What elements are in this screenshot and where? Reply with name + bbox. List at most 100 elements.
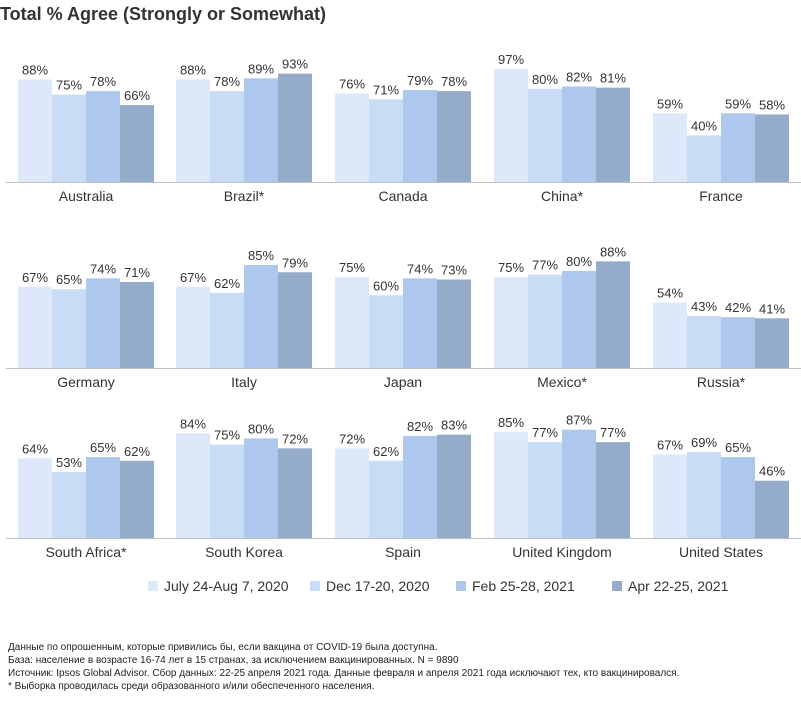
category-label: Germany: [57, 374, 115, 390]
data-label: 62%: [214, 276, 240, 291]
category-label: Italy: [231, 374, 257, 390]
bar: [176, 433, 210, 538]
bar: [653, 454, 687, 538]
bar: [528, 274, 562, 368]
bar: [120, 105, 154, 182]
data-label: 65%: [725, 440, 751, 455]
data-label: 71%: [124, 265, 150, 280]
data-label: 67%: [657, 438, 683, 453]
data-label: 89%: [248, 61, 274, 76]
data-label: 83%: [441, 418, 467, 433]
footnote-base: База: население в возрасте 16-74 лет в 1…: [8, 655, 459, 666]
category-label: Brazil*: [224, 188, 265, 204]
bar: [176, 79, 210, 182]
legend-item: Dec 17-20, 2020: [310, 578, 456, 594]
data-label: 77%: [532, 425, 558, 440]
bar: [86, 457, 120, 538]
bar: [755, 114, 789, 182]
data-label: 81%: [600, 71, 626, 86]
bar: [721, 457, 755, 538]
bar: [369, 295, 403, 368]
bar: [335, 448, 369, 538]
category-label: Japan: [384, 374, 422, 390]
data-label: 71%: [373, 82, 399, 97]
bar: [494, 432, 528, 538]
data-label: 80%: [532, 72, 558, 87]
legend-label: Feb 25-28, 2021: [472, 578, 575, 594]
legend-item: Feb 25-28, 2021: [456, 578, 612, 594]
data-label: 74%: [407, 261, 433, 276]
bar: [596, 261, 630, 368]
data-label: 75%: [339, 260, 365, 275]
bar: [18, 286, 52, 368]
bar: [52, 289, 86, 368]
category-label: United Kingdom: [512, 544, 612, 560]
bar: [244, 438, 278, 538]
category-label: South Korea: [205, 544, 283, 560]
bar: [403, 278, 437, 368]
data-label: 69%: [691, 435, 717, 450]
bar-chart: 88% 75% 78% 66% Australia 88% 78% 89% 93% Brazil*…: [6, 52, 801, 560]
legend-swatch: [310, 581, 320, 591]
data-label: 75%: [214, 428, 240, 443]
category-label: Mexico*: [537, 374, 587, 390]
data-label: 65%: [90, 440, 116, 455]
bar: [596, 87, 630, 182]
bar: [687, 135, 721, 182]
footnote-sample: * Выборка проводилась среди образованног…: [8, 681, 375, 692]
bar: [369, 460, 403, 538]
bar: [437, 434, 471, 538]
data-label: 76%: [339, 76, 365, 91]
data-label: 73%: [441, 263, 467, 278]
data-label: 72%: [282, 431, 308, 446]
data-label: 72%: [339, 431, 365, 446]
bar: [176, 286, 210, 368]
legend-item: Apr 22-25, 2021: [612, 578, 728, 594]
bar: [494, 277, 528, 368]
data-label: 66%: [124, 88, 150, 103]
data-label: 78%: [441, 74, 467, 89]
legend-label: July 24-Aug 7, 2020: [164, 578, 289, 594]
bar: [755, 480, 789, 538]
data-label: 78%: [214, 74, 240, 89]
bar: [52, 94, 86, 182]
data-label: 64%: [22, 441, 48, 456]
footnote-source: Источник: Ipsos Global Advisor. Сбор дан…: [8, 668, 680, 679]
bar: [596, 442, 630, 538]
data-label: 80%: [566, 254, 592, 269]
legend-swatch: [612, 581, 622, 591]
category-label: Australia: [59, 188, 114, 204]
data-label: 43%: [691, 299, 717, 314]
bar: [528, 442, 562, 538]
legend-label: Dec 17-20, 2020: [326, 578, 430, 594]
legend-item: July 24-Aug 7, 2020: [148, 578, 310, 594]
data-label: 80%: [248, 421, 274, 436]
bar: [437, 91, 471, 182]
data-label: 77%: [532, 258, 558, 273]
category-label: Russia*: [697, 374, 746, 390]
bar: [278, 73, 312, 182]
data-label: 60%: [373, 278, 399, 293]
data-label: 75%: [498, 260, 524, 275]
legend: July 24-Aug 7, 2020 Dec 17-20, 2020 Feb …: [148, 578, 728, 594]
bar: [335, 277, 369, 368]
data-label: 46%: [759, 464, 785, 479]
bar: [403, 435, 437, 538]
category-label: China*: [541, 188, 584, 204]
bar: [721, 113, 755, 182]
category-label: Canada: [378, 188, 427, 204]
data-label: 84%: [180, 416, 206, 431]
bar: [278, 448, 312, 538]
bar: [562, 86, 596, 182]
bar: [120, 460, 154, 538]
bar: [335, 93, 369, 182]
data-label: 74%: [90, 261, 116, 276]
bar: [562, 429, 596, 538]
category-label: France: [699, 188, 743, 204]
category-label: United States: [679, 544, 763, 560]
bar: [210, 292, 244, 368]
data-label: 58%: [759, 97, 785, 112]
bar: [562, 271, 596, 368]
data-label: 41%: [759, 301, 785, 316]
data-label: 75%: [56, 78, 82, 93]
